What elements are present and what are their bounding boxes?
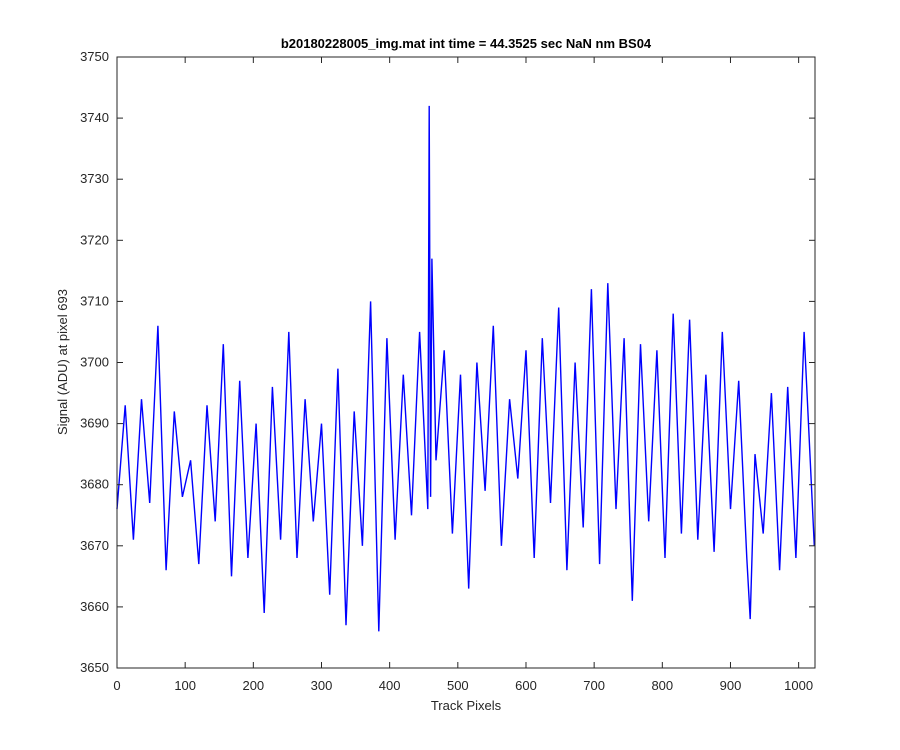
y-tick-label: 3670 [80,538,109,553]
x-tick-label: 1000 [784,678,813,693]
y-tick-label: 3730 [80,171,109,186]
y-tick-label: 3650 [80,660,109,675]
y-tick-label: 3740 [80,110,109,125]
y-axis-label: Signal (ADU) at pixel 693 [55,289,70,435]
plot-area [117,57,815,668]
plot-frame [116,56,816,669]
y-tick-label: 3710 [80,293,109,308]
x-tick-label: 700 [583,678,605,693]
x-tick-label: 100 [174,678,196,693]
y-tick-label: 3750 [80,49,109,64]
y-tick-label: 3720 [80,232,109,247]
y-tick-label: 3700 [80,355,109,370]
x-tick-label: 600 [515,678,537,693]
x-tick-label: 900 [720,678,742,693]
series-layer [116,105,815,632]
x-tick-label: 300 [311,678,333,693]
x-axis-label: Track Pixels [431,698,502,713]
series-line-0 [116,105,815,632]
y-tick-label: 3680 [80,477,109,492]
x-tick-label: 400 [379,678,401,693]
x-tick-label: 500 [447,678,469,693]
chart-title: b20180228005_img.mat int time = 44.3525 … [281,36,652,51]
y-tick-label: 3660 [80,599,109,614]
x-tick-label: 0 [113,678,120,693]
ticks-layer: 0 100 200 300 400 500 600 700 800 900 1000 3650 3660… [80,49,815,693]
x-tick-label: 200 [242,678,264,693]
x-tick-label: 800 [651,678,673,693]
y-tick-label: 3690 [80,416,109,431]
